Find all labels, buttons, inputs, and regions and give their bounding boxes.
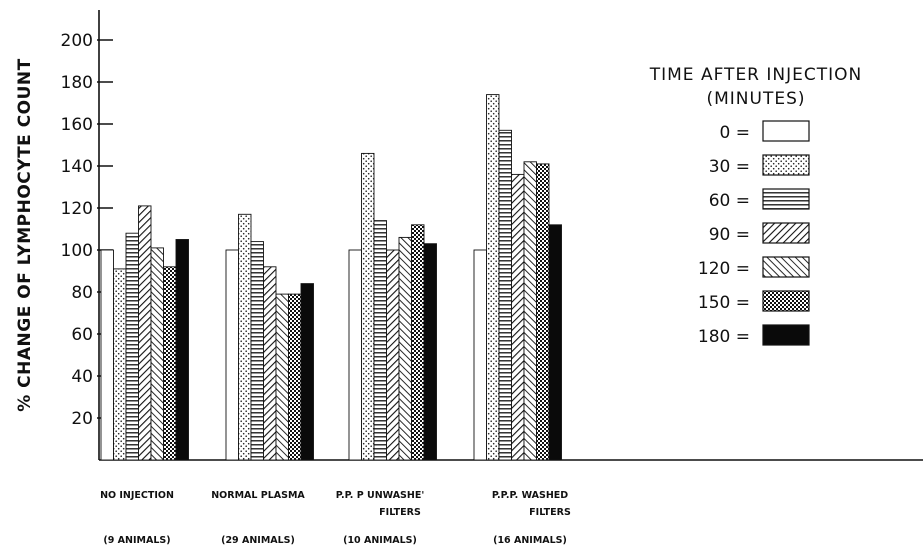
- bar: [163, 266, 177, 461]
- y-tick-label: 200: [61, 31, 93, 51]
- legend-swatch: [762, 290, 810, 312]
- bars: [100, 94, 562, 461]
- y-tick-label: 180: [61, 73, 93, 93]
- legend-swatch: [762, 154, 810, 176]
- bar: [225, 249, 239, 461]
- y-axis-label: % CHANGE OF LYMPHOCYTE COUNT: [15, 58, 35, 412]
- bar: [473, 249, 487, 461]
- y-tick-label: 120: [61, 199, 93, 219]
- bar: [150, 247, 164, 461]
- legend-items: 0 = 30 = 60 = 90 = 120 = 150 = 180 =: [698, 120, 810, 347]
- bar: [238, 213, 252, 461]
- legend-title-line2: (MINUTES): [706, 89, 805, 109]
- legend-label: 150 =: [698, 293, 750, 313]
- category-label-line2: FILTERS: [529, 507, 571, 518]
- bar: [536, 163, 550, 461]
- bar: [423, 243, 437, 461]
- category-animal-count: (10 ANIMALS): [343, 535, 417, 546]
- legend: TIME AFTER INJECTION (MINUTES) 0 = 30 = 60…: [649, 65, 863, 347]
- legend-swatch: [762, 120, 810, 142]
- bar: [288, 293, 302, 461]
- legend-swatch: [762, 324, 810, 346]
- category-label: NO INJECTION: [100, 490, 174, 501]
- y-tick-label: 160: [61, 115, 93, 135]
- legend-label: 0 =: [720, 123, 750, 143]
- bar: [300, 283, 314, 461]
- y-tick-label: 140: [61, 157, 93, 177]
- bar: [113, 268, 127, 461]
- y-tick-label: 40: [71, 367, 93, 387]
- bar: [263, 266, 277, 461]
- bar: [523, 161, 537, 461]
- y-tick-label: 60: [71, 325, 93, 345]
- legend-title-line1: TIME AFTER INJECTION: [649, 65, 863, 85]
- bar: [125, 232, 139, 461]
- legend-label: 180 =: [698, 327, 750, 347]
- y-tick-label: 100: [61, 241, 93, 261]
- bar: [498, 129, 512, 461]
- category-animal-count: (16 ANIMALS): [493, 535, 567, 546]
- bar: [373, 220, 387, 461]
- category-animal-count: (29 ANIMALS): [221, 535, 295, 546]
- category-label: P.P. P UNWASHE': [336, 490, 425, 501]
- bar: [398, 236, 412, 461]
- bar: [548, 224, 562, 461]
- legend-swatch: [762, 256, 810, 278]
- bar: [361, 152, 375, 461]
- category-label: NORMAL PLASMA: [211, 490, 305, 501]
- category-label: P.P.P. WASHED: [492, 490, 568, 501]
- bar: [250, 241, 264, 461]
- bar: [100, 249, 114, 461]
- legend-swatch: [762, 222, 810, 244]
- bar: [486, 94, 500, 461]
- y-tick-label: 80: [71, 283, 93, 303]
- bar: [348, 249, 362, 461]
- legend-label: 90 =: [709, 225, 750, 245]
- legend-label: 30 =: [709, 157, 750, 177]
- bar: [411, 224, 425, 461]
- y-ticks: 20 40 60 80 100 120 140 160 180 200: [61, 31, 113, 429]
- bar: [138, 205, 152, 461]
- category-label-line2: FILTERS: [379, 507, 421, 518]
- bar: [511, 173, 525, 461]
- bar: [275, 293, 289, 461]
- legend-swatch: [762, 188, 810, 210]
- category-labels: NO INJECTION (9 ANIMALS) NORMAL PLASMA (29 …: [100, 490, 571, 546]
- bar: [386, 249, 400, 461]
- y-tick-label: 20: [71, 409, 93, 429]
- legend-label: 120 =: [698, 259, 750, 279]
- category-animal-count: (9 ANIMALS): [103, 535, 170, 546]
- bar: [175, 239, 189, 461]
- legend-label: 60 =: [709, 191, 750, 211]
